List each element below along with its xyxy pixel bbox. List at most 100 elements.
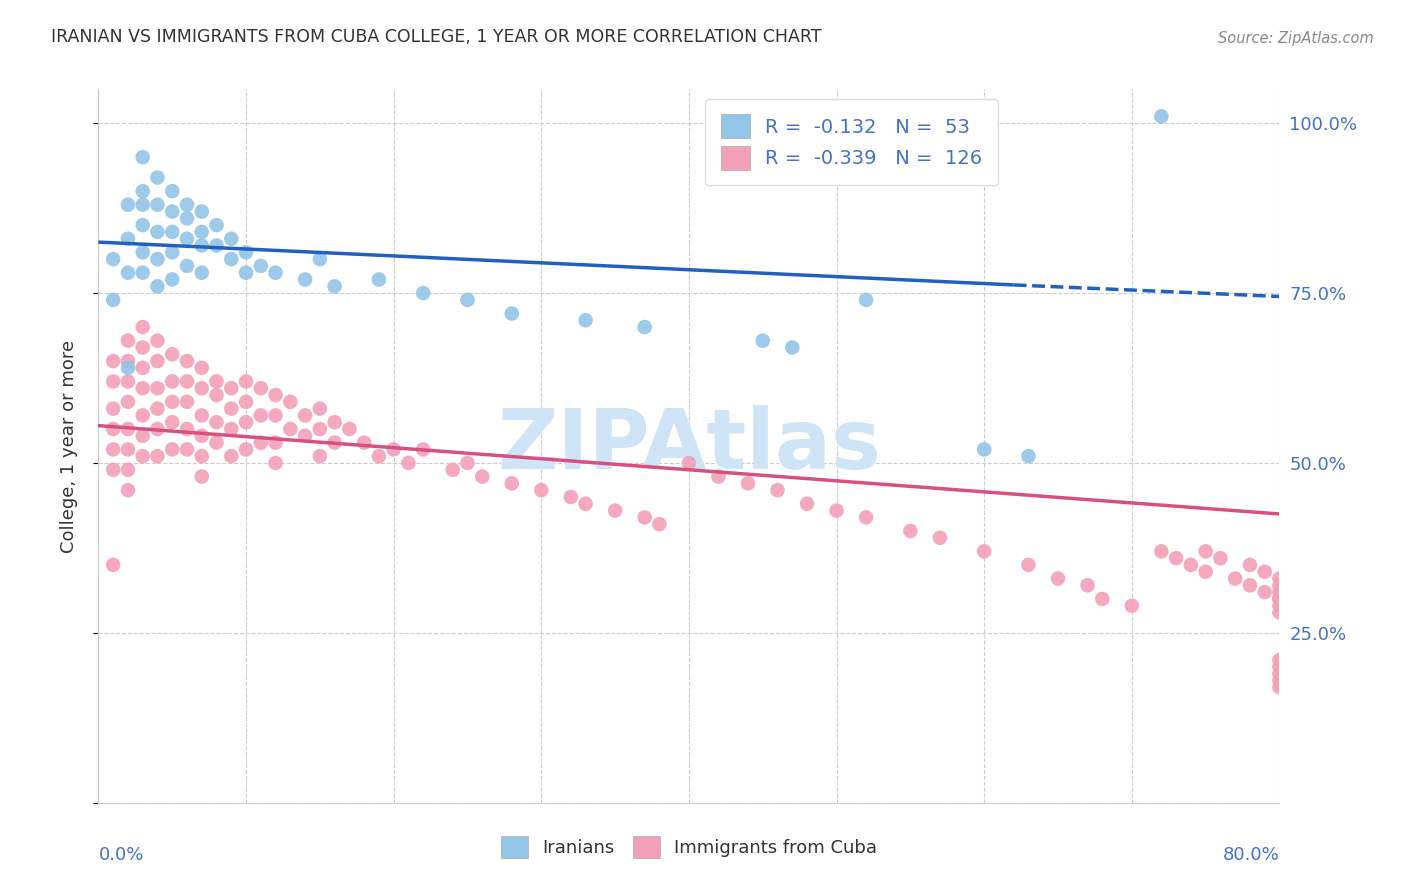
Point: [103, 375, 125, 389]
Point: [678, 456, 700, 470]
Point: [117, 198, 139, 212]
Point: [323, 415, 346, 429]
Point: [1195, 565, 1218, 579]
Point: [221, 381, 243, 395]
Point: [176, 394, 198, 409]
Point: [1195, 544, 1218, 558]
Point: [1268, 585, 1291, 599]
Point: [825, 503, 848, 517]
Point: [457, 293, 479, 307]
Point: [1077, 578, 1099, 592]
Point: [146, 401, 169, 416]
Point: [1091, 591, 1114, 606]
Point: [162, 245, 183, 260]
Point: [176, 442, 198, 457]
Point: [103, 463, 125, 477]
Point: [648, 517, 671, 532]
Point: [117, 232, 139, 246]
Point: [221, 252, 243, 266]
Point: [117, 463, 139, 477]
Point: [457, 456, 479, 470]
Point: [1225, 572, 1247, 586]
Point: [132, 184, 155, 198]
Point: [117, 375, 139, 389]
Point: [1268, 606, 1291, 620]
Point: [162, 184, 183, 198]
Point: [412, 442, 434, 457]
Point: [1209, 551, 1232, 566]
Text: Source: ZipAtlas.com: Source: ZipAtlas.com: [1218, 31, 1374, 46]
Point: [235, 442, 257, 457]
Point: [973, 544, 995, 558]
Point: [323, 279, 346, 293]
Point: [1239, 558, 1261, 572]
Point: [132, 360, 155, 375]
Point: [176, 232, 198, 246]
Point: [176, 259, 198, 273]
Point: [132, 245, 155, 260]
Point: [176, 375, 198, 389]
Text: IRANIAN VS IMMIGRANTS FROM CUBA COLLEGE, 1 YEAR OR MORE CORRELATION CHART: IRANIAN VS IMMIGRANTS FROM CUBA COLLEGE,…: [51, 29, 821, 46]
Point: [855, 510, 877, 524]
Point: [132, 150, 155, 164]
Point: [353, 435, 375, 450]
Point: [560, 490, 582, 504]
Point: [103, 442, 125, 457]
Point: [235, 266, 257, 280]
Point: [146, 422, 169, 436]
Point: [205, 388, 228, 402]
Point: [752, 334, 775, 348]
Point: [368, 272, 391, 286]
Point: [117, 354, 139, 368]
Point: [132, 409, 155, 423]
Point: [146, 279, 169, 293]
Point: [146, 170, 169, 185]
Point: [1268, 591, 1291, 606]
Point: [280, 422, 302, 436]
Point: [132, 449, 155, 463]
Point: [1268, 673, 1291, 688]
Point: [117, 483, 139, 498]
Point: [221, 401, 243, 416]
Point: [707, 469, 730, 483]
Point: [382, 442, 405, 457]
Point: [1268, 572, 1291, 586]
Point: [132, 381, 155, 395]
Point: [309, 401, 332, 416]
Point: [1239, 578, 1261, 592]
Point: [235, 394, 257, 409]
Point: [146, 198, 169, 212]
Point: [796, 497, 818, 511]
Point: [412, 286, 434, 301]
Point: [264, 456, 287, 470]
Point: [368, 449, 391, 463]
Point: [605, 503, 627, 517]
Text: 80.0%: 80.0%: [1223, 846, 1279, 863]
Point: [117, 422, 139, 436]
Point: [146, 354, 169, 368]
Point: [191, 381, 214, 395]
Point: [1254, 585, 1277, 599]
Point: [973, 442, 995, 457]
Point: [162, 394, 183, 409]
Point: [1254, 565, 1277, 579]
Point: [132, 341, 155, 355]
Point: [103, 293, 125, 307]
Point: [1018, 558, 1040, 572]
Point: [235, 245, 257, 260]
Point: [103, 252, 125, 266]
Point: [1046, 572, 1070, 586]
Point: [250, 435, 273, 450]
Point: [1121, 599, 1143, 613]
Point: [191, 204, 214, 219]
Point: [766, 483, 789, 498]
Point: [1268, 653, 1291, 667]
Point: [309, 252, 332, 266]
Point: [855, 293, 877, 307]
Point: [162, 375, 183, 389]
Point: [471, 469, 494, 483]
Point: [205, 435, 228, 450]
Point: [176, 422, 198, 436]
Point: [117, 394, 139, 409]
Point: [176, 198, 198, 212]
